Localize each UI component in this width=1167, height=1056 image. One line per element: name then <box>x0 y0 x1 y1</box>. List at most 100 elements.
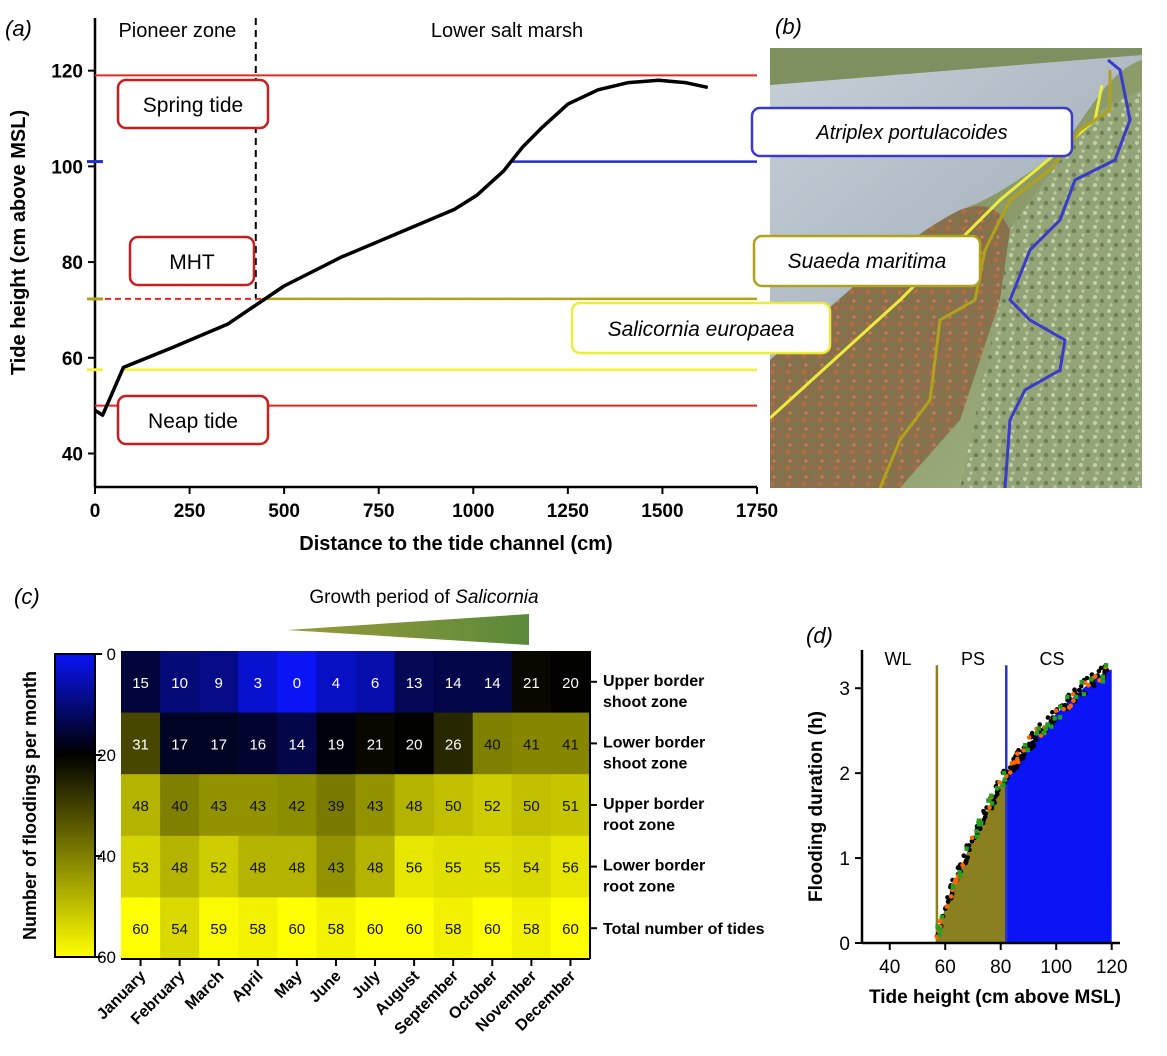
d-point <box>1022 742 1028 748</box>
c-heatmap-cell <box>550 651 591 714</box>
c-cell-value: 60 <box>562 921 579 938</box>
c-row-label: shoot zone <box>603 755 688 772</box>
d-point <box>937 918 943 924</box>
c-heatmap-cell <box>160 835 200 898</box>
d-point <box>1045 715 1051 720</box>
c-cell-value: 39 <box>328 798 345 815</box>
d-point <box>1089 677 1094 682</box>
a-y-tick-label: 120 <box>51 62 83 83</box>
d-x-axis-label: Tide height (cm above MSL) <box>869 987 1121 1008</box>
d-point <box>957 870 962 875</box>
d-point <box>937 927 943 932</box>
d-point <box>961 853 967 859</box>
d-zone-label-cs: CS <box>1039 649 1064 669</box>
c-cell-value: 48 <box>171 860 188 877</box>
d-point <box>1002 777 1007 782</box>
c-heatmap-cell <box>316 712 356 775</box>
d-x-tick-label: 120 <box>1096 957 1128 978</box>
c-cell-value: 31 <box>132 736 149 753</box>
a-reference-label: Spring tide <box>143 94 243 117</box>
photo-salicornia-outline <box>770 84 1104 420</box>
c-cell-value: 48 <box>249 860 266 877</box>
a-zone-label-pioneer: Pioneer zone <box>118 20 236 42</box>
c-cell-value: 14 <box>289 736 306 753</box>
a-x-tick-label: 1500 <box>641 501 683 522</box>
c-colorbar <box>54 653 96 958</box>
c-heatmap-cell <box>394 897 435 960</box>
d-point <box>1011 767 1017 773</box>
d-point <box>1021 748 1027 753</box>
c-cell-value: 43 <box>328 860 345 877</box>
photo-atriplex-outline <box>1003 58 1132 488</box>
d-point <box>960 862 965 868</box>
d-point <box>1068 703 1074 709</box>
c-cell-value: 52 <box>210 860 227 877</box>
d-point <box>1086 682 1091 688</box>
c-cell-value: 60 <box>289 921 306 938</box>
panel-d-flooding: WL PS CS 40 60 80 100 120 0 1 2 3 Tide height (cm ab… <box>806 649 1128 1008</box>
d-zone-label-ps: PS <box>961 649 985 669</box>
label-salicornia-box <box>570 301 832 355</box>
c-heatmap-cell <box>433 835 474 898</box>
c-cell-value: 40 <box>171 798 188 815</box>
d-point <box>1001 782 1006 787</box>
c-cell-value: 55 <box>484 860 501 877</box>
d-point <box>1050 709 1055 715</box>
d-point <box>1082 680 1088 686</box>
photo-water-far <box>770 48 1142 85</box>
c-colorbar-label: Number of floodings per month <box>20 671 40 940</box>
c-heatmap-cell <box>199 651 239 714</box>
c-cell-value: 14 <box>445 675 462 692</box>
d-zone-label-wl: WL <box>885 649 912 669</box>
a-x-tick-label: 750 <box>363 501 395 522</box>
c-heatmap-cell <box>316 651 356 714</box>
c-cell-value: 3 <box>254 675 262 692</box>
c-cell-value: 20 <box>562 675 579 692</box>
c-growth-period-wedge <box>287 614 529 645</box>
c-heatmap-cell <box>355 651 396 714</box>
d-point <box>1097 678 1102 683</box>
c-cell-value: 20 <box>406 736 423 753</box>
c-cell-value: 48 <box>406 798 423 815</box>
c-cell-value: 48 <box>132 798 149 815</box>
d-point <box>1100 679 1106 684</box>
c-cell-value: 9 <box>215 675 223 692</box>
d-point <box>1079 680 1084 685</box>
d-x-tick-label: 60 <box>935 957 956 978</box>
a-x-tick-label: 250 <box>174 501 206 522</box>
d-point <box>958 873 963 878</box>
panel-label-a: (a) <box>5 16 32 41</box>
c-heatmap-cell <box>433 712 474 775</box>
c-heatmap-cell <box>238 835 278 898</box>
a-x-tick-label: 500 <box>268 501 300 522</box>
c-cell-value: 26 <box>445 736 462 753</box>
c-heatmap-cell <box>511 651 552 714</box>
d-point <box>935 924 940 929</box>
d-point <box>1037 722 1043 727</box>
d-point <box>963 859 969 865</box>
c-heatmap-cell <box>511 774 552 837</box>
c-heatmap-cell <box>121 774 161 837</box>
d-point <box>1020 756 1026 761</box>
c-heatmap-cell <box>355 774 396 837</box>
label-suaeda-text: Suaeda maritima <box>788 250 947 273</box>
c-cell-value: 54 <box>523 860 540 877</box>
c-heatmap-cell <box>316 835 356 898</box>
a-reference-label: Neap tide <box>148 410 238 433</box>
d-point <box>1025 747 1030 753</box>
c-cell-value: 43 <box>210 798 227 815</box>
d-point <box>976 818 982 823</box>
c-heatmap-cell <box>160 651 200 714</box>
c-heatmap-cell <box>472 897 513 960</box>
c-cell-value: 41 <box>523 736 540 753</box>
d-point <box>1078 684 1084 689</box>
c-cell-value: 56 <box>562 860 579 877</box>
d-point <box>1065 694 1070 700</box>
d-point <box>1052 716 1057 721</box>
c-heatmap-cell <box>277 835 317 898</box>
c-heatmap-cell <box>199 712 239 775</box>
d-x-tick-label: 80 <box>990 957 1011 978</box>
a-reference-label-box <box>116 394 270 446</box>
d-y-tick-label: 0 <box>839 934 850 955</box>
